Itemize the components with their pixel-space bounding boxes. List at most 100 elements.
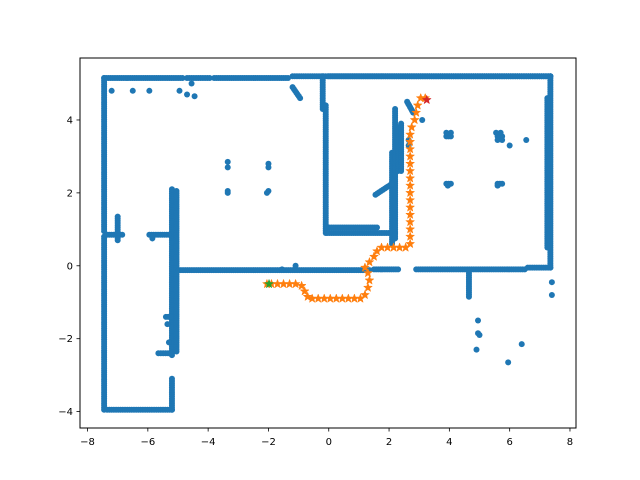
map-point xyxy=(119,231,126,238)
map-point xyxy=(497,129,504,136)
path-star xyxy=(406,121,417,132)
map-point xyxy=(129,87,136,94)
map-point xyxy=(493,129,500,136)
path-star xyxy=(359,262,370,272)
map-point xyxy=(292,262,299,269)
map-point xyxy=(168,375,175,382)
path-star xyxy=(409,114,420,125)
map-point xyxy=(167,350,174,357)
map-point xyxy=(465,293,472,300)
map-point xyxy=(548,291,555,298)
x-tick-label: −8 xyxy=(80,437,95,448)
map-point xyxy=(279,266,286,273)
x-tick-label: 0 xyxy=(326,437,332,448)
x-tick-label: −6 xyxy=(140,437,155,448)
map-point xyxy=(505,359,512,366)
y-tick-label: 4 xyxy=(67,115,73,126)
map-point xyxy=(395,266,402,273)
map-point xyxy=(164,321,171,328)
path-star xyxy=(364,275,375,285)
map-point xyxy=(548,279,555,286)
x-tick-label: 2 xyxy=(386,437,392,448)
path-star xyxy=(405,231,416,241)
path-star xyxy=(405,165,416,176)
map-point xyxy=(494,137,501,144)
map-point xyxy=(191,93,198,100)
path-star xyxy=(405,151,416,161)
map-point xyxy=(297,95,304,102)
map-point xyxy=(108,87,115,94)
path-star xyxy=(405,238,416,249)
map-point xyxy=(476,332,483,339)
path-star xyxy=(405,216,416,227)
y-tick-label: 2 xyxy=(67,188,73,199)
path-star xyxy=(405,172,416,183)
path-star xyxy=(412,100,423,110)
map-point xyxy=(224,189,231,196)
y-axis: −4 −2 0 2 4 xyxy=(58,115,80,418)
path-star xyxy=(405,202,416,212)
map-point xyxy=(475,317,482,324)
plot-area xyxy=(101,73,555,413)
map-point xyxy=(265,164,272,171)
path-star xyxy=(364,256,375,267)
y-tick-label: −4 xyxy=(58,407,73,418)
path-star xyxy=(362,282,374,292)
map-point xyxy=(398,168,405,174)
x-axis: −8 −6 −4 −2 0 2 4 6 8 xyxy=(80,428,573,448)
map-point xyxy=(499,137,506,144)
map-point xyxy=(544,244,551,251)
map-point xyxy=(149,235,156,242)
axes-frame xyxy=(79,57,577,429)
map-point xyxy=(523,137,530,144)
map-point xyxy=(188,80,195,87)
map-point xyxy=(389,180,396,187)
map-point xyxy=(165,339,172,346)
x-tick-label: 8 xyxy=(567,437,573,448)
map-point xyxy=(494,182,501,189)
path-star xyxy=(296,280,307,291)
map-point xyxy=(114,237,121,244)
map-point xyxy=(176,87,183,94)
map-point xyxy=(179,75,186,82)
path-star xyxy=(359,289,370,300)
path-star xyxy=(362,267,374,278)
map-point xyxy=(165,231,172,238)
x-tick-label: −2 xyxy=(261,437,276,448)
path-star xyxy=(299,285,310,296)
map-point xyxy=(547,264,554,271)
path-star xyxy=(290,278,301,289)
path-star xyxy=(405,136,416,147)
y-tick-label: 0 xyxy=(67,261,73,272)
path-star xyxy=(405,224,416,234)
goal-point-star xyxy=(421,94,432,105)
map-point xyxy=(168,186,175,193)
map-point xyxy=(419,116,426,123)
x-tick-label: −4 xyxy=(201,437,216,448)
map-point xyxy=(473,346,480,353)
map-point xyxy=(285,75,292,82)
path-star xyxy=(405,209,416,220)
path-star xyxy=(405,180,416,190)
map-point xyxy=(392,235,399,242)
map-point xyxy=(374,224,380,231)
map-point xyxy=(206,75,213,82)
map-point xyxy=(444,182,451,189)
map-point xyxy=(443,129,450,136)
path-star xyxy=(302,291,313,302)
start-point-star xyxy=(264,278,275,289)
map-point xyxy=(499,180,506,187)
map-point xyxy=(224,164,231,171)
path-star xyxy=(405,143,416,154)
map-point xyxy=(263,189,270,196)
map-point xyxy=(224,158,231,165)
path-star xyxy=(405,129,416,139)
map-point xyxy=(146,87,153,94)
x-tick-label: 6 xyxy=(506,437,512,448)
path-star xyxy=(405,158,416,169)
map-point xyxy=(447,129,454,136)
map-point xyxy=(167,313,174,320)
path-star xyxy=(368,251,380,261)
